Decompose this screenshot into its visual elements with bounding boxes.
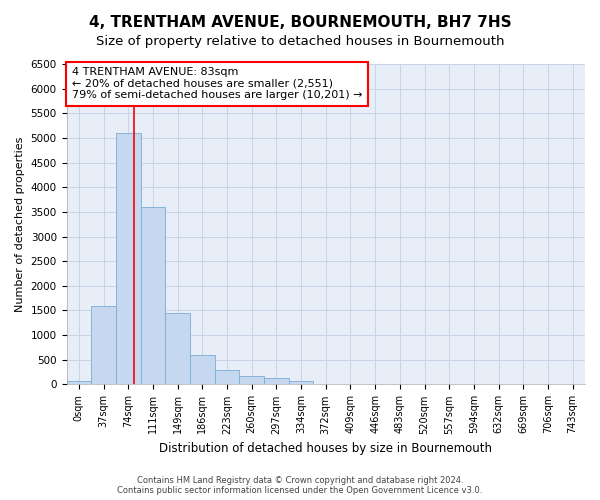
Text: Contains HM Land Registry data © Crown copyright and database right 2024.
Contai: Contains HM Land Registry data © Crown c…	[118, 476, 482, 495]
Bar	[91, 306, 116, 384]
X-axis label: Distribution of detached houses by size in Bournemouth: Distribution of detached houses by size …	[159, 442, 492, 455]
Bar	[289, 380, 313, 384]
Text: 4, TRENTHAM AVENUE, BOURNEMOUTH, BH7 7HS: 4, TRENTHAM AVENUE, BOURNEMOUTH, BH7 7HS	[89, 15, 511, 30]
Bar	[215, 370, 239, 384]
Bar	[264, 378, 289, 384]
Y-axis label: Number of detached properties: Number of detached properties	[15, 136, 25, 312]
Bar	[190, 355, 215, 384]
Text: 4 TRENTHAM AVENUE: 83sqm
← 20% of detached houses are smaller (2,551)
79% of sem: 4 TRENTHAM AVENUE: 83sqm ← 20% of detach…	[72, 67, 362, 100]
Bar	[165, 313, 190, 384]
Bar	[116, 133, 140, 384]
Text: Size of property relative to detached houses in Bournemouth: Size of property relative to detached ho…	[96, 35, 504, 48]
Bar	[67, 382, 91, 384]
Bar	[140, 207, 165, 384]
Bar	[239, 376, 264, 384]
